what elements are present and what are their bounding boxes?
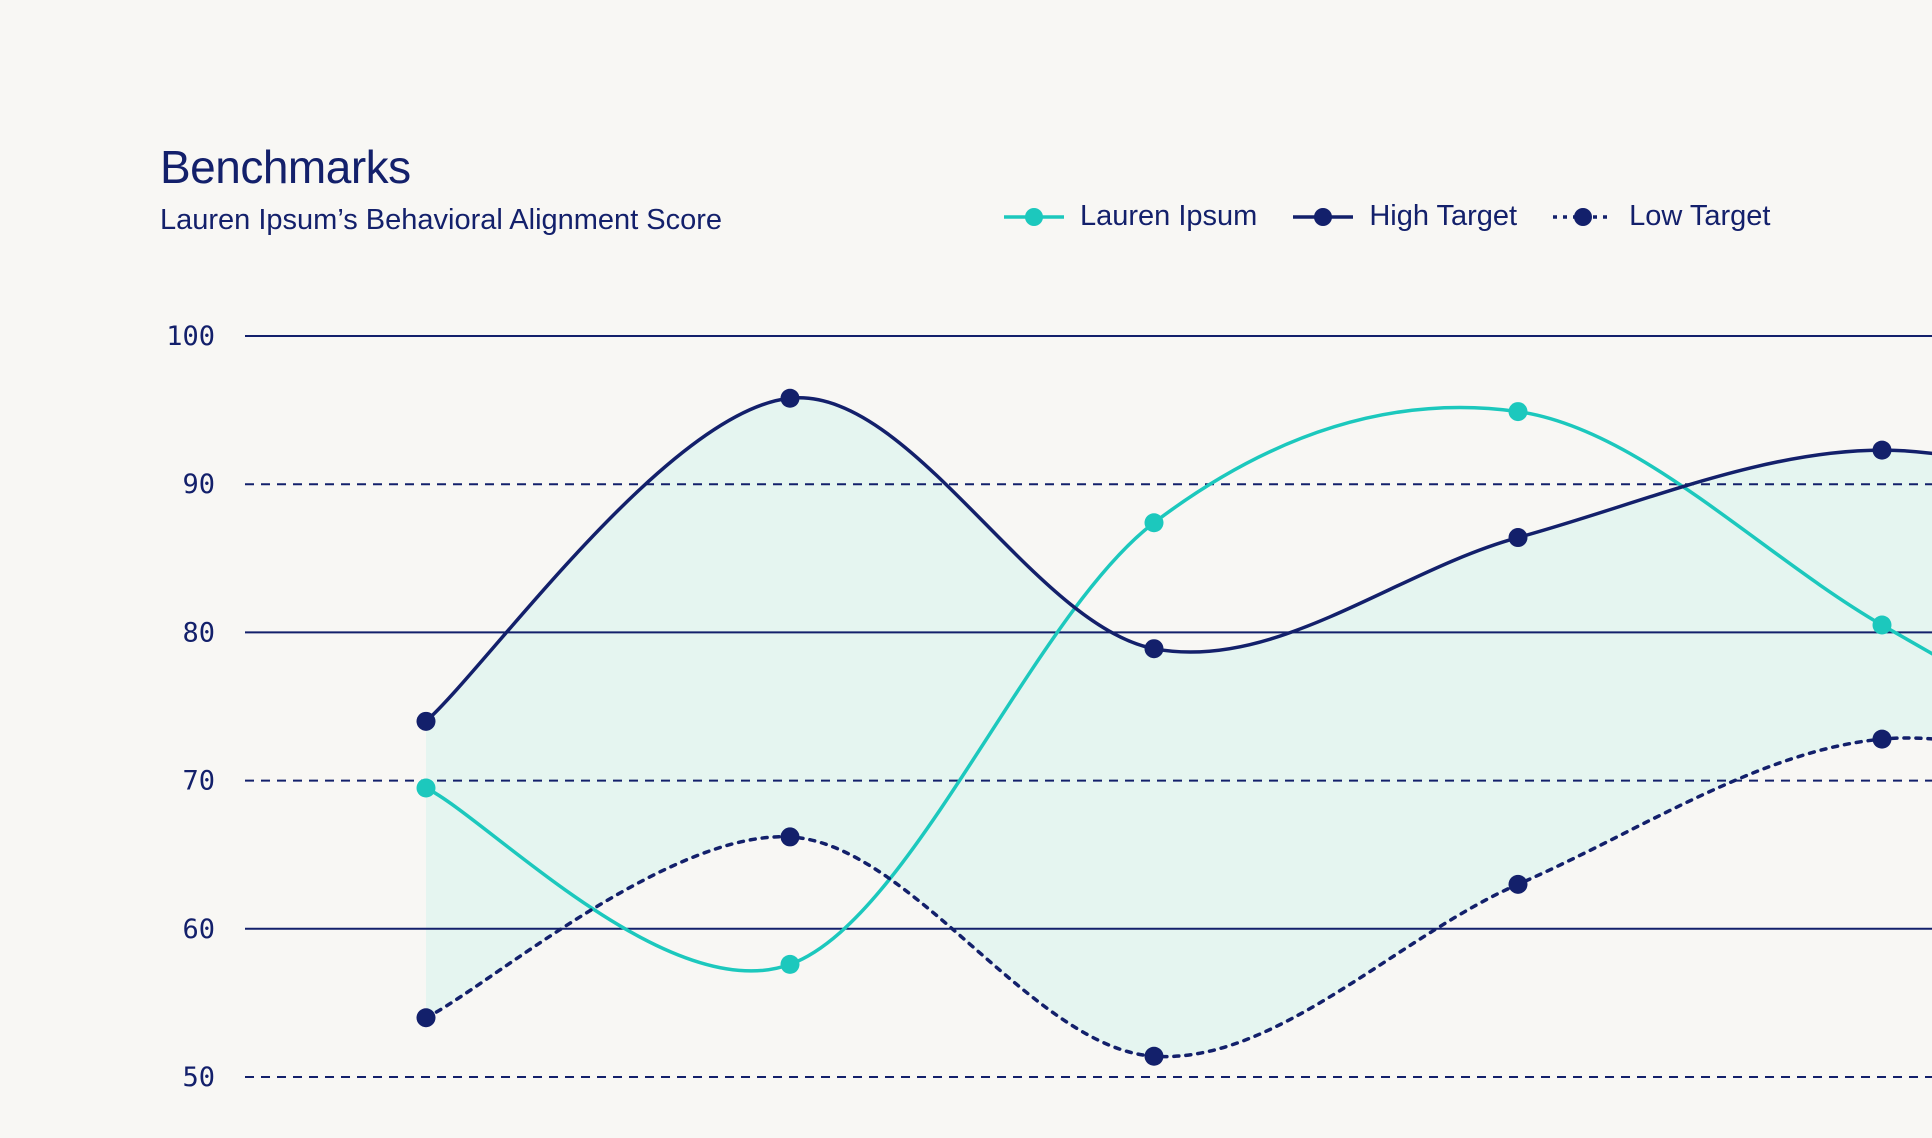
data-point-high-target-5: [1872, 440, 1892, 460]
data-point-high-target-3: [1144, 639, 1164, 659]
data-point-lauren-ipsum-4: [1508, 402, 1528, 422]
data-point-lauren-ipsum-1: [416, 778, 436, 798]
chart-subtitle: Lauren Ipsum’s Behavioral Alignment Scor…: [160, 204, 723, 236]
legend-swatch-high-target: [1293, 207, 1354, 226]
legend-label-low-target: Low Target: [1629, 200, 1771, 232]
data-point-low-target-5: [1872, 729, 1892, 749]
data-point-low-target-3: [1144, 1046, 1164, 1066]
data-point-lauren-ipsum-2: [780, 954, 800, 974]
data-point-high-target-2: [780, 388, 800, 408]
legend-label-lauren-ipsum: Lauren Ipsum: [1080, 200, 1258, 232]
data-point-lauren-ipsum-5: [1872, 615, 1892, 635]
y-tick-label-100: 100: [166, 321, 215, 352]
y-tick-label-60: 60: [182, 914, 215, 945]
data-point-low-target-2: [780, 827, 800, 847]
series-line-high-target: [424, 396, 1932, 724]
y-tick-label-90: 90: [182, 469, 215, 500]
legend-swatch-lauren-ipsum: [1004, 207, 1064, 226]
legend-item-lauren-ipsum[interactable]: Lauren Ipsum: [1004, 200, 1257, 233]
legend-swatch-low-target: [1553, 207, 1614, 226]
legend: Lauren Ipsum High Target Low Target: [1004, 200, 1770, 233]
y-tick-label-80: 80: [182, 617, 215, 648]
data-point-lauren-ipsum-3: [1144, 513, 1164, 533]
series-line-low-target: [424, 736, 1932, 1059]
legend-item-low-target[interactable]: Low Target: [1553, 200, 1770, 233]
y-tick-label-50: 50: [182, 1062, 215, 1093]
series-line-lauren-ipsum: [424, 405, 1932, 973]
legend-item-high-target[interactable]: High Target: [1293, 200, 1517, 233]
plot-area: [245, 335, 1932, 1078]
legend-label-high-target: High Target: [1369, 200, 1518, 232]
target-band: [426, 398, 1932, 1057]
data-point-high-target-4: [1508, 528, 1528, 548]
data-point-low-target-4: [1508, 874, 1528, 894]
chart-title: Benchmarks: [160, 141, 411, 193]
y-tick-label-70: 70: [182, 766, 215, 797]
data-point-high-target-1: [416, 711, 436, 731]
data-point-low-target-1: [416, 1008, 436, 1028]
